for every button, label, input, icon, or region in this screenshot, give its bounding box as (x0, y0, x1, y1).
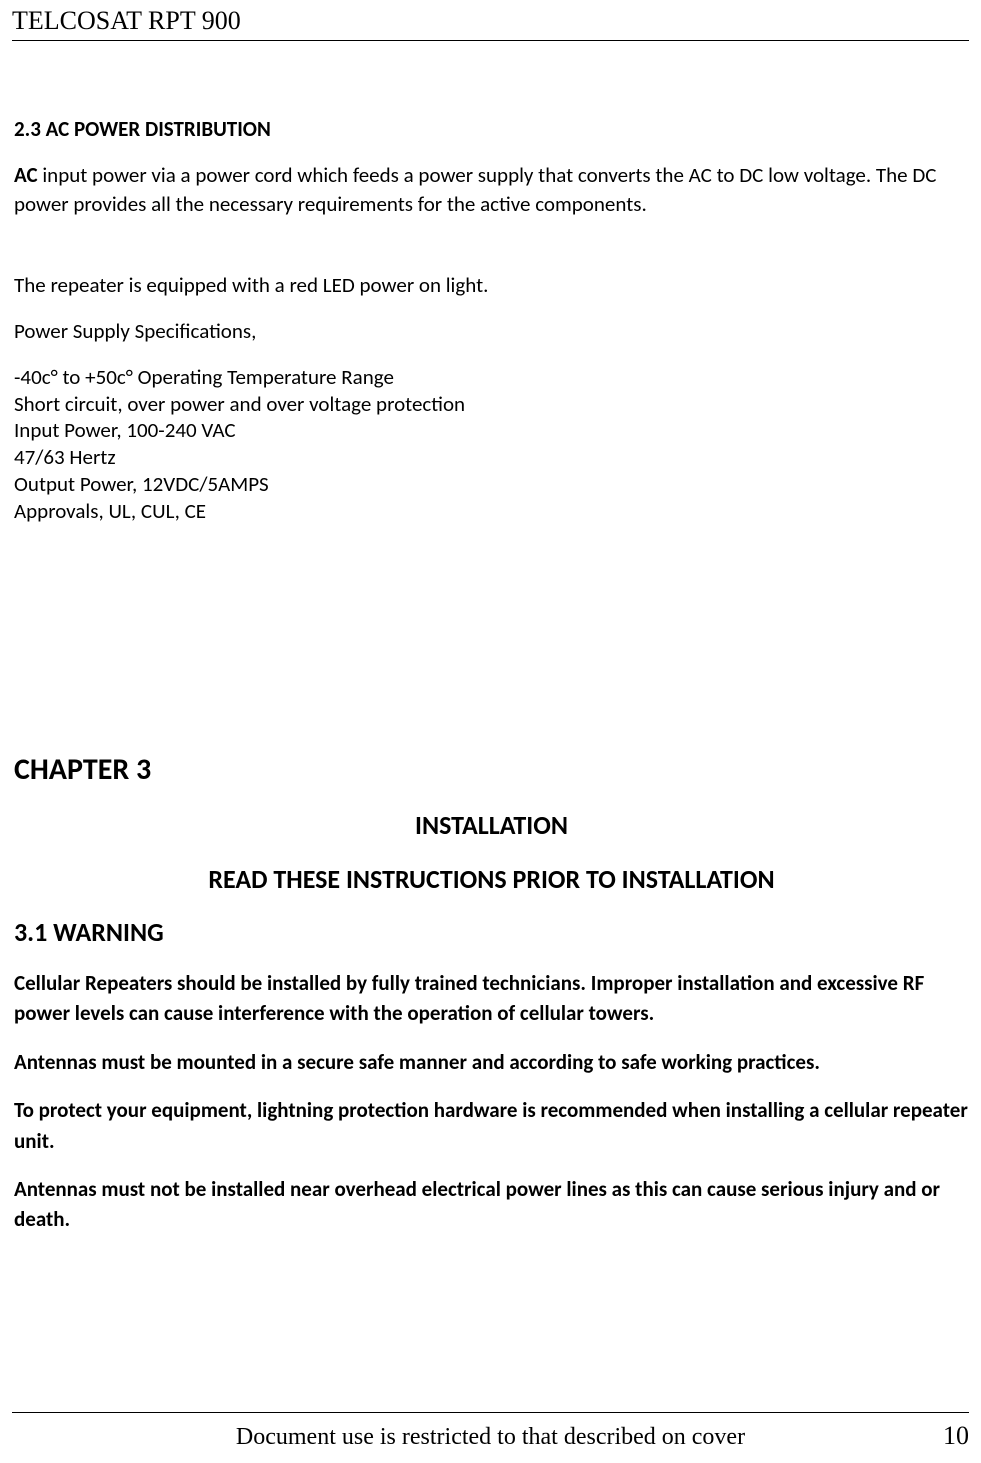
spec-line-3: Input Power, 100-240 VAC (14, 417, 969, 444)
warning-p4: Antennas must not be installed near over… (14, 1174, 969, 1235)
header-doc-title: TELCOSAT RPT 900 (12, 6, 241, 36)
page: TELCOSAT RPT 900 2.3 AC POWER DISTRIBUTI… (0, 0, 981, 1463)
warning-p3: To protect your equipment, lightning pro… (14, 1095, 969, 1156)
chapter-title: CHAPTER 3 (14, 750, 969, 791)
intro-bold: AC (14, 162, 38, 188)
spec-line-1: -40c° to +50c° Operating Temperature Ran… (14, 364, 969, 391)
spec-list: -40c° to +50c° Operating Temperature Ran… (14, 364, 969, 525)
spacer (14, 236, 969, 271)
chapter-sub: INSTALLATION (14, 808, 969, 843)
spec-heading: Power Supply Specifications, (14, 317, 969, 345)
body-area: 2.3 AC POWER DISTRIBUTION AC input power… (14, 115, 969, 1253)
spec-line-2: Short circuit, over power and over volta… (14, 391, 969, 418)
spec-line-5: Output Power, 12VDC/5AMPS (14, 471, 969, 498)
warning-heading: 3.1 WARNING (14, 915, 969, 950)
led-line: The repeater is equipped with a red LED … (14, 271, 969, 299)
section-heading: 2.3 AC POWER DISTRIBUTION (14, 115, 969, 143)
warning-p1: Cellular Repeaters should be installed b… (14, 968, 969, 1029)
intro-rest: input power via a power cord which feeds… (14, 162, 937, 216)
spec-line-4: 47/63 Hertz (14, 444, 969, 471)
intro-paragraph: AC input power via a power cord which fe… (14, 161, 969, 218)
spec-line-6: Approvals, UL, CUL, CE (14, 498, 969, 525)
read-line: READ THESE INSTRUCTIONS PRIOR TO INSTALL… (14, 862, 969, 897)
footer-text: Document use is restricted to that descr… (0, 1424, 981, 1451)
page-number: 10 (943, 1421, 969, 1451)
footer-rule (12, 1412, 969, 1413)
header-rule (12, 40, 969, 41)
warning-p2: Antennas must be mounted in a secure saf… (14, 1047, 969, 1077)
